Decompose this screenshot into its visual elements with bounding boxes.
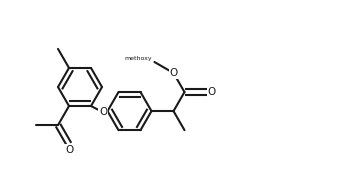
Text: O: O — [99, 107, 107, 117]
Text: O: O — [207, 87, 216, 97]
Text: methoxy: methoxy — [125, 56, 152, 61]
Text: O: O — [65, 145, 73, 155]
Text: O: O — [170, 68, 178, 78]
